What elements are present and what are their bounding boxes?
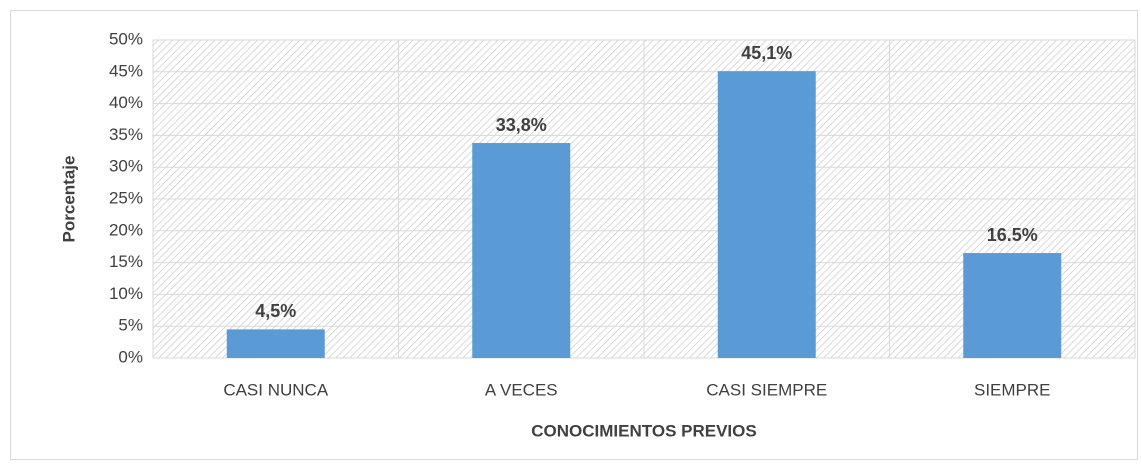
x-tick-label: CASI SIEMPRE	[706, 380, 827, 399]
data-label: 4,5%	[255, 301, 296, 321]
y-tick-label: 40%	[109, 93, 143, 112]
y-tick-label: 5%	[118, 316, 143, 335]
y-axis-label: Porcentaje	[59, 156, 78, 243]
y-tick-label: 50%	[109, 29, 143, 48]
y-tick-label: 15%	[109, 252, 143, 271]
data-label: 45,1%	[741, 43, 792, 63]
y-tick-label: 10%	[109, 284, 143, 303]
y-tick-label: 25%	[109, 188, 143, 207]
x-axis-label: CONOCIMIENTOS PREVIOS	[531, 421, 756, 440]
y-tick-label: 0%	[118, 347, 143, 366]
x-tick-label: A VECES	[485, 380, 558, 399]
x-tick-label: SIEMPRE	[974, 380, 1051, 399]
bar	[472, 143, 571, 358]
bar	[717, 71, 816, 358]
y-tick-label: 30%	[109, 157, 143, 176]
x-tick-label: CASI NUNCA	[223, 380, 329, 399]
data-label: 16.5%	[987, 225, 1038, 245]
y-tick-label: 20%	[109, 220, 143, 239]
bar	[963, 253, 1062, 358]
y-tick-label: 35%	[109, 125, 143, 144]
data-label: 33,8%	[496, 115, 547, 135]
bar	[226, 329, 325, 358]
y-tick-label: 45%	[109, 61, 143, 80]
